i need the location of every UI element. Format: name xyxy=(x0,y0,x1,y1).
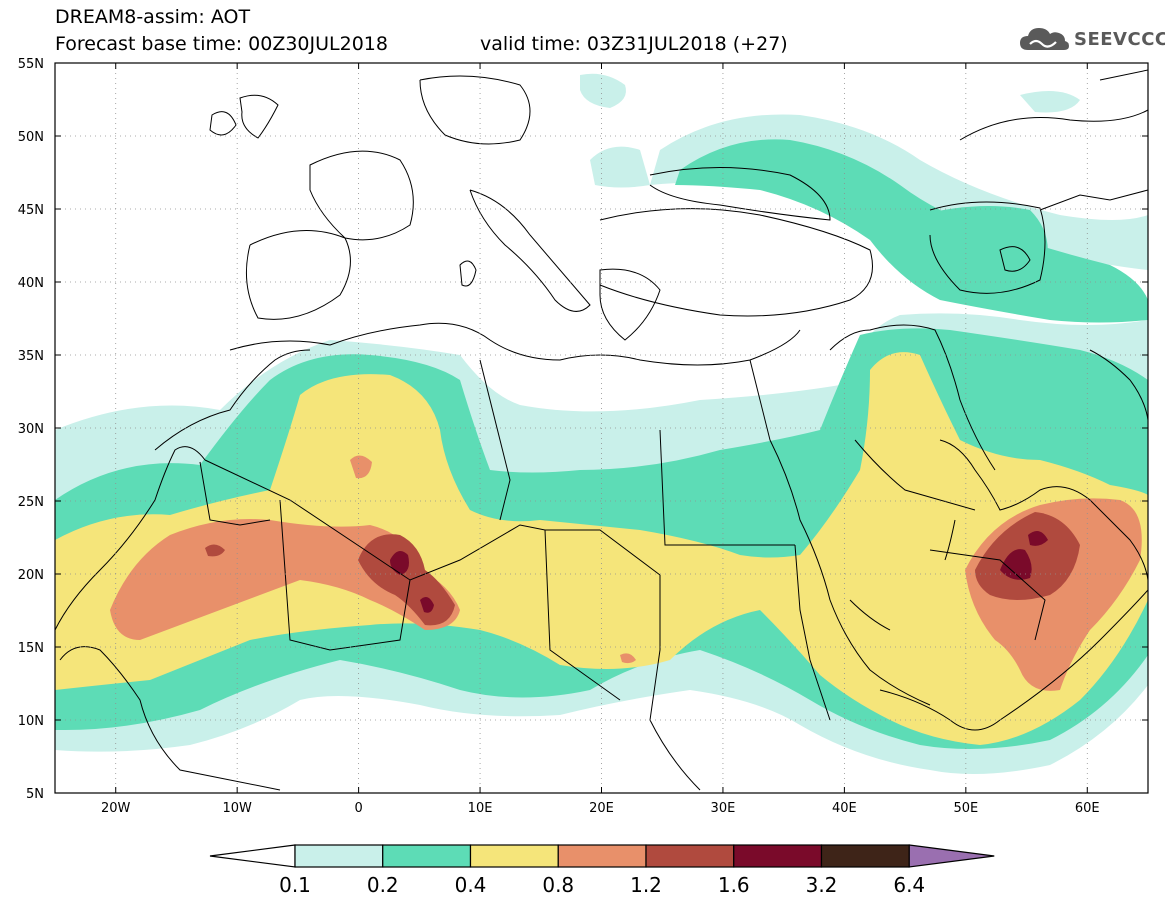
colorbar-label: 3.2 xyxy=(806,873,838,897)
logo-text: SEEVCCC xyxy=(1074,28,1165,50)
lat-tick-label: 40N xyxy=(18,276,44,291)
lat-tick-label: 55N xyxy=(18,57,44,72)
colorbar-label: 1.2 xyxy=(630,873,662,897)
lon-tick-label: 30E xyxy=(711,801,736,816)
country-borders xyxy=(55,69,1148,791)
colorbar-box xyxy=(645,844,735,868)
lon-tick-label: 20E xyxy=(589,801,614,816)
colorbar-label: 0.1 xyxy=(279,873,311,897)
valid-time: valid time: 03Z31JUL2018 (+27) xyxy=(480,33,788,55)
colorbar-box xyxy=(469,844,559,868)
colorbar-box xyxy=(294,844,384,868)
lon-tick-label: 50E xyxy=(953,801,978,816)
colorbar xyxy=(209,844,995,868)
lat-tick-label: 10N xyxy=(18,714,44,729)
graticule xyxy=(55,63,1148,793)
lat-tick-label: 45N xyxy=(18,203,44,218)
forecast-base-time: Forecast base time: 00Z30JUL2018 xyxy=(55,33,388,55)
axis-ticks xyxy=(55,62,1148,794)
lat-tick-label: 50N xyxy=(18,130,44,145)
seevccc-logo: SEEVCCC xyxy=(1018,24,1165,54)
lon-tick-label: 0 xyxy=(354,801,362,816)
lon-tick-labels: 20W 10W 0 10E 20E 30E 40E 50E 60E xyxy=(101,801,1100,816)
colorbar-box xyxy=(820,844,910,868)
colorbar-low-triangle xyxy=(209,844,296,868)
lat-tick-label: 30N xyxy=(18,422,44,437)
lat-tick-label: 15N xyxy=(18,641,44,656)
lon-tick-label: 20W xyxy=(101,801,131,816)
colorbar-label: 0.2 xyxy=(367,873,399,897)
colorbar-label: 1.6 xyxy=(718,873,750,897)
lon-tick-label: 10E xyxy=(468,801,493,816)
lat-tick-labels: 5N 10N 15N 20N 25N 30N 35N 40N 45N 50N 55N xyxy=(18,57,44,802)
colorbar-box xyxy=(733,844,823,868)
colorbar-high-triangle xyxy=(908,844,995,868)
colorbar-box xyxy=(557,844,647,868)
colorbar-label: 0.4 xyxy=(455,873,487,897)
colorbar-label: 6.4 xyxy=(893,873,925,897)
colorbar-label: 0.8 xyxy=(542,873,574,897)
map-title: DREAM8-assim: AOT xyxy=(55,6,251,28)
lat-tick-label: 25N xyxy=(18,495,44,510)
lon-tick-label: 60E xyxy=(1075,801,1100,816)
cloud-icon xyxy=(1020,28,1069,50)
lon-tick-label: 40E xyxy=(832,801,857,816)
colorbar-box xyxy=(382,844,472,868)
lon-tick-label: 10W xyxy=(222,801,252,816)
lat-tick-label: 35N xyxy=(18,349,44,364)
contour-level-1-6 xyxy=(390,531,1048,613)
lat-tick-label: 5N xyxy=(26,787,44,802)
lat-tick-label: 20N xyxy=(18,568,44,583)
colorbar-labels: 0.1 0.2 0.4 0.8 1.2 1.6 3.2 6.4 xyxy=(279,873,925,897)
